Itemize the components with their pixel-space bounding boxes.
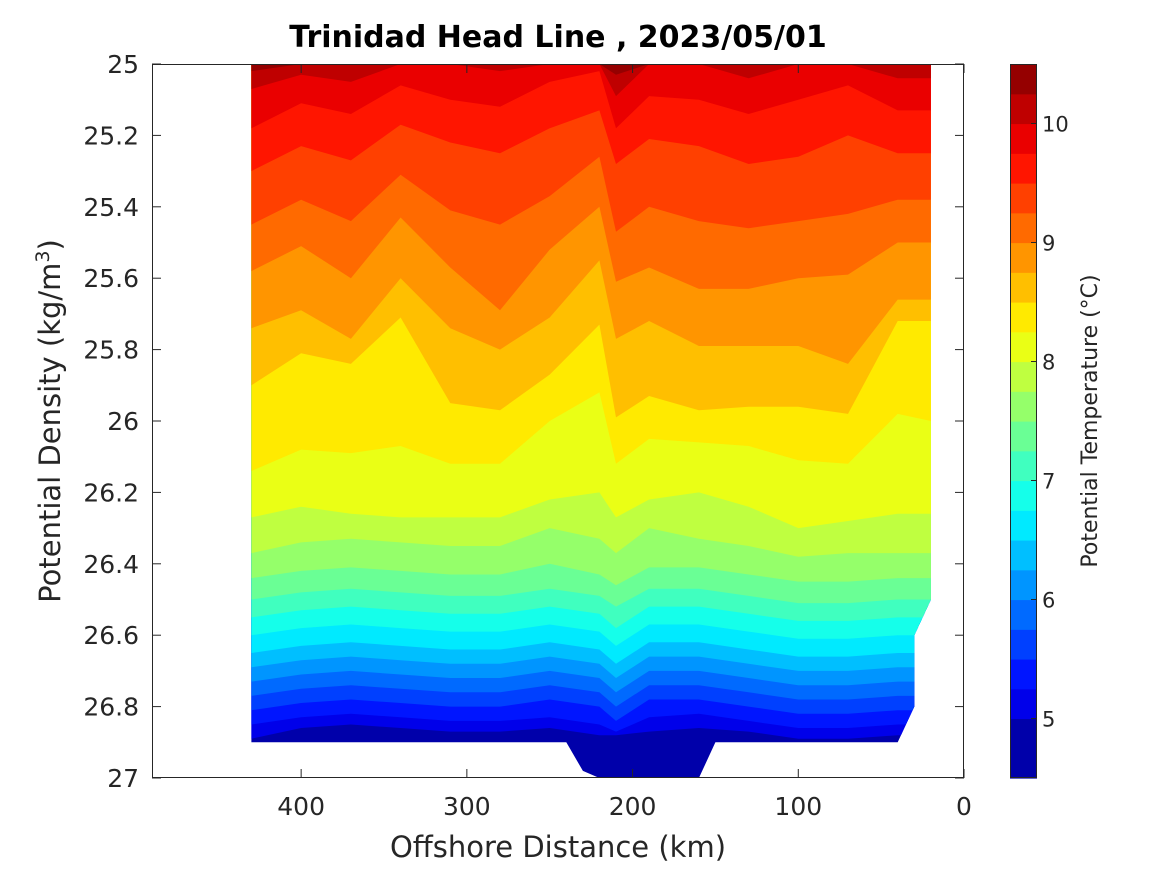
colorbar-segment (1010, 688, 1037, 720)
y-tick-label: 25.2 (83, 121, 139, 150)
contour-band (251, 64, 931, 129)
colorbar-frame (1010, 64, 1037, 778)
x-axis-label: Offshore Distance (km) (390, 830, 726, 864)
colorbar-segment (1010, 391, 1037, 422)
y-axis-label-main: Potential Density (kg/m (33, 263, 67, 603)
colorbar-segment (1010, 93, 1037, 125)
x-axis: 400 300 200 100 0 (277, 64, 972, 821)
colorbar-label: Potential Temperature (°C) (1078, 274, 1103, 567)
colorbar-segment (1010, 153, 1037, 184)
y-tick-label: 26 (107, 407, 139, 436)
colorbar-segment (1010, 212, 1037, 244)
y-tick-label: 26.4 (83, 550, 139, 579)
colorbar-tick-label: 5 (1042, 708, 1055, 732)
y-tick-label: 26.8 (83, 693, 139, 722)
x-tick-label: 0 (956, 792, 972, 821)
x-tick-label: 400 (277, 792, 325, 821)
colorbar-tick-label: 7 (1042, 470, 1055, 494)
y-tick-label: 26.6 (83, 621, 139, 650)
colorbar-segment (1010, 421, 1037, 452)
colorbar-segment (1010, 64, 1037, 95)
colorbar-segment (1010, 569, 1037, 601)
contour-fill-layer (251, 64, 931, 778)
x-tick-label: 200 (609, 792, 657, 821)
colorbar-segment (1010, 510, 1037, 541)
y-axis-label: Potential Density (kg/m3) (32, 239, 67, 603)
x-tick-label: 100 (774, 792, 822, 821)
colorbar-tick-label: 6 (1042, 589, 1055, 613)
colorbar-segment (1010, 331, 1037, 363)
colorbar-segment (1010, 599, 1037, 630)
contour-band (251, 64, 931, 97)
chart-title: Trinidad Head Line , 2023/05/01 (289, 20, 826, 55)
y-tick-label: 25 (107, 50, 139, 79)
y-tick-label: 27 (107, 764, 139, 793)
colorbar-tick-label: 8 (1042, 351, 1055, 375)
colorbar-segment (1010, 450, 1037, 482)
colorbar-segment (1010, 302, 1037, 333)
colorbar-segment (1010, 361, 1037, 392)
y-tick-label: 25.6 (83, 264, 139, 293)
y-axis: 25 25.2 25.4 25.6 25.8 26 26.2 26.4 26.6 26.8 27 (83, 50, 964, 793)
y-tick-label: 25.8 (83, 336, 139, 365)
x-tick-label: 300 (443, 792, 491, 821)
y-tick-label: 26.2 (83, 478, 139, 507)
colorbar-tick-label: 10 (1042, 113, 1069, 137)
y-tick-label: 25.4 (83, 193, 139, 222)
y-axis-label-superscript: 3 (32, 250, 54, 262)
colorbar-segment (1010, 242, 1037, 273)
colorbar-segment (1010, 183, 1037, 214)
colorbar-segment (1010, 272, 1037, 303)
colorbar-segment (1010, 718, 1037, 779)
colorbar-segment (1010, 480, 1037, 511)
colorbar-segment (1010, 659, 1037, 690)
colorbar-tick-label: 9 (1042, 232, 1055, 256)
colorbar-segment (1010, 629, 1037, 660)
colorbar-segment (1010, 540, 1037, 571)
colorbar: 5 6 7 8 9 10 (1010, 64, 1069, 779)
colorbar-segment (1010, 123, 1037, 154)
y-axis-label-close: ) (33, 239, 67, 250)
